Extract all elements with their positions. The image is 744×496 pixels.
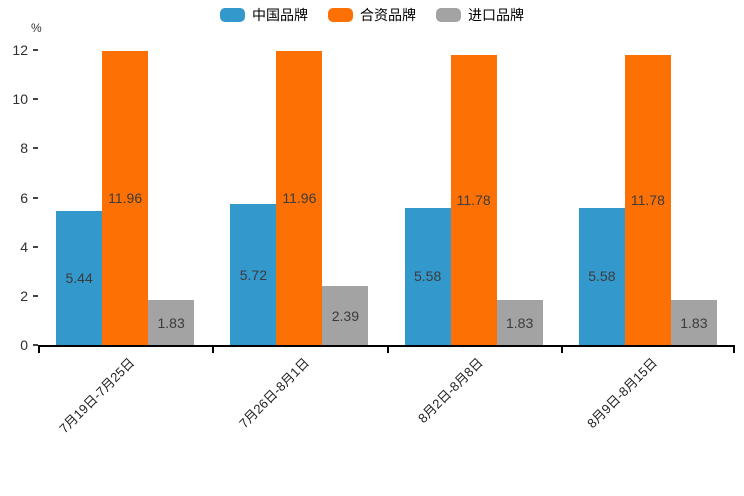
bar-joint-venture-brand-group-2: [450, 55, 497, 345]
bar-import-brand-group-3: [670, 300, 717, 345]
y-tick-label-6: 6: [20, 189, 28, 206]
y-tick-mark-0: [33, 344, 38, 346]
bar-china-brand-group-0: [56, 211, 103, 345]
y-tick-label-8: 8: [20, 140, 28, 157]
x-tick-mark-3: [560, 345, 563, 353]
x-category-label-2: 8月2日-8月8日: [415, 355, 487, 426]
x-tick-mark-0: [38, 345, 40, 353]
x-tick-mark-1: [212, 345, 215, 353]
y-tick-label-2: 2: [20, 287, 28, 304]
bar-value-label-import-brand-group-2: 1.83: [506, 314, 534, 331]
y-tick-label-12: 12: [12, 42, 28, 58]
bar-china-brand-group-3: [578, 207, 625, 345]
bar-value-label-import-brand-group-0: 1.83: [157, 314, 185, 331]
y-axis-unit-label: %: [31, 21, 42, 35]
x-category-label-1: 7月26日-8月1日: [235, 355, 312, 432]
bar-value-label-china-brand-group-1: 5.72: [239, 266, 267, 283]
legend-label-joint-venture-brand: 合资品牌: [360, 7, 416, 23]
legend-swatch-import-brand: [436, 8, 461, 22]
y-tick-mark-6: [33, 196, 38, 199]
legend-item-import-brand[interactable]: 进口品牌: [436, 7, 524, 23]
legend-item-joint-venture-brand[interactable]: 合资品牌: [328, 7, 416, 23]
x-category-label-0: 7月19日-7月25日: [56, 355, 138, 437]
legend: 中国品牌 合资品牌 进口品牌: [0, 7, 744, 23]
legend-label-import-brand: 进口品牌: [468, 7, 524, 23]
bar-joint-venture-brand-group-1: [276, 50, 323, 345]
bar-value-label-china-brand-group-3: 5.58: [588, 268, 616, 285]
bar-value-label-joint-venture-brand-group-2: 11.78: [456, 192, 491, 209]
y-tick-mark-10: [33, 98, 38, 101]
bar-joint-venture-brand-group-3: [624, 55, 671, 345]
y-tick-label-0: 0: [20, 337, 28, 353]
bar-china-brand-group-1: [230, 204, 277, 345]
bar-import-brand-group-0: [148, 300, 195, 345]
y-tick-label-10: 10: [12, 91, 28, 108]
bar-value-label-import-brand-group-3: 1.83: [680, 314, 708, 331]
bar-import-brand-group-2: [496, 300, 543, 345]
plot-area: 0 2 4 6 8 10 12 5.44 5.72 5.58 5.58 11.96 11.96 11.78…: [12, 42, 735, 436]
bar-value-label-china-brand-group-2: 5.58: [414, 268, 442, 285]
bar-joint-venture-brand-group-0: [102, 50, 149, 345]
bar-value-label-china-brand-group-0: 5.44: [65, 270, 93, 287]
legend-item-china-brand[interactable]: 中国品牌: [220, 7, 308, 23]
y-tick-mark-8: [33, 147, 38, 150]
y-tick-label-4: 4: [20, 238, 28, 255]
bar-china-brand-group-2: [404, 207, 451, 345]
y-tick-mark-2: [33, 294, 38, 297]
y-tick-mark-12: [33, 49, 38, 51]
x-category-label-3: 8月9日-8月15日: [584, 355, 661, 432]
legend-swatch-joint-venture-brand: [328, 8, 353, 22]
y-tick-mark-4: [33, 245, 38, 248]
x-tick-mark-4: [733, 345, 735, 353]
legend-label-china-brand: 中国品牌: [252, 7, 308, 23]
bar-import-brand-group-1: [322, 286, 369, 345]
bar-value-label-joint-venture-brand-group-3: 11.78: [630, 192, 665, 209]
legend-swatch-china-brand: [220, 8, 245, 22]
bar-value-label-joint-venture-brand-group-0: 11.96: [108, 189, 143, 206]
bar-value-label-import-brand-group-1: 2.39: [331, 307, 359, 324]
x-tick-mark-2: [386, 345, 389, 353]
bar-value-label-joint-venture-brand-group-1: 11.96: [282, 189, 317, 206]
